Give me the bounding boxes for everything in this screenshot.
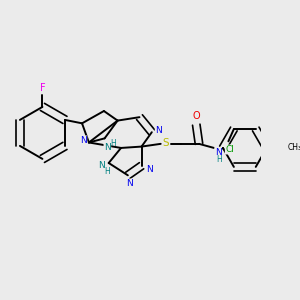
Text: N: N — [104, 143, 111, 152]
Text: Cl: Cl — [225, 145, 234, 154]
Text: N: N — [98, 161, 105, 170]
Text: H: H — [216, 155, 222, 164]
Text: F: F — [40, 83, 45, 93]
Text: H: H — [111, 139, 116, 148]
Text: CH₃: CH₃ — [287, 143, 300, 152]
Text: N: N — [126, 179, 133, 188]
Text: O: O — [192, 111, 200, 121]
Text: N: N — [155, 126, 162, 135]
Text: N: N — [80, 136, 87, 145]
Text: N: N — [146, 165, 153, 174]
Text: S: S — [163, 138, 169, 148]
Text: H: H — [104, 167, 110, 176]
Text: N: N — [215, 148, 221, 157]
